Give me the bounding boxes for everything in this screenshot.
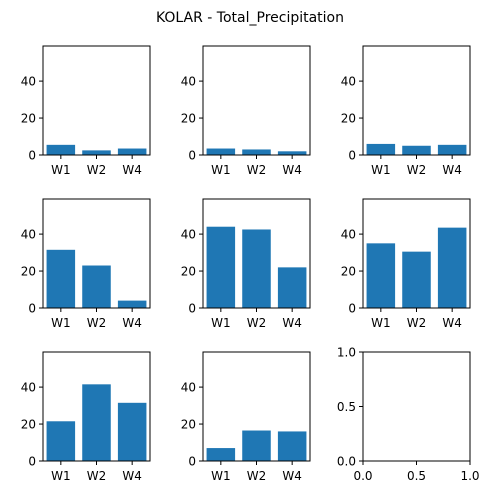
- y-tick-label: 0.0: [337, 455, 356, 469]
- y-tick-label: 0: [188, 455, 196, 469]
- subplot-4: W1 W2 W4 0 20 40: [21, 198, 151, 330]
- x-tick-label: W1: [211, 163, 231, 177]
- bar-w2: [402, 251, 431, 308]
- x-tick-label: W4: [442, 163, 462, 177]
- bar-w4: [277, 151, 307, 155]
- subplot-5: W1 W2 W4 0 20 40: [181, 198, 311, 330]
- x-tick-label: W2: [87, 163, 107, 177]
- y-tick-label: 20: [341, 265, 356, 279]
- y-tick-label: 20: [21, 112, 36, 126]
- y-tick-label: 40: [21, 381, 36, 395]
- subplot-6: W1 W2 W4 0 20 40: [341, 198, 471, 330]
- axes-frame: [362, 198, 471, 309]
- y-tick-label: 0: [348, 302, 356, 316]
- y-tick-label: 20: [21, 418, 36, 432]
- x-tick-label: W2: [87, 469, 107, 483]
- y-tick-label: 20: [341, 112, 356, 126]
- x-tick-label: W1: [371, 316, 391, 330]
- x-tick-label: W2: [247, 316, 267, 330]
- y-tick-label: 40: [21, 75, 36, 89]
- x-tick-label: 0.5: [407, 469, 426, 483]
- y-tick-label: 40: [181, 381, 196, 395]
- subplot-2: W1 W2 W4 0 20 40: [181, 45, 311, 177]
- bar-w1: [46, 144, 76, 155]
- y-tick-label: 20: [181, 112, 196, 126]
- y-tick-label: 1.0: [337, 346, 356, 360]
- y-tick-label: 0.5: [337, 400, 356, 414]
- x-tick-label: W1: [211, 469, 231, 483]
- bar-w2: [242, 229, 271, 308]
- y-tick-label: 40: [341, 228, 356, 242]
- y-tick-label: 0: [348, 149, 356, 163]
- bar-w2: [82, 384, 111, 461]
- axes-frame: [42, 45, 151, 156]
- subplot-1: W1 W2 W4 0 20 40: [21, 45, 151, 177]
- bar-w4: [437, 227, 467, 308]
- bar-w1: [206, 226, 236, 308]
- axes-frame: [202, 351, 311, 462]
- x-tick-label: W1: [51, 469, 71, 483]
- y-tick-label: 0: [28, 302, 36, 316]
- axes-frame: [42, 198, 151, 309]
- bar-w2: [82, 150, 111, 155]
- axes-frame: [42, 351, 151, 462]
- bar-w4: [117, 148, 147, 155]
- bar-w1: [206, 448, 236, 461]
- y-tick-label: 0: [188, 149, 196, 163]
- x-tick-label: W4: [282, 469, 302, 483]
- x-tick-label: 1.0: [460, 469, 479, 483]
- x-tick-label: 0.0: [353, 469, 372, 483]
- y-tick-label: 0: [28, 149, 36, 163]
- x-tick-label: W4: [282, 316, 302, 330]
- x-tick-label: W4: [122, 163, 142, 177]
- x-tick-label: W2: [247, 469, 267, 483]
- subplot-9: 0.0 0.5 1.0 0.0 0.5 1.0: [337, 346, 480, 484]
- bar-w2: [402, 145, 431, 155]
- bar-w1: [46, 421, 76, 461]
- x-tick-label: W4: [122, 469, 142, 483]
- x-tick-label: W1: [51, 163, 71, 177]
- axes-frame: [202, 198, 311, 309]
- bar-w4: [277, 267, 307, 308]
- figure-title: KOLAR - Total_Precipitation: [156, 10, 344, 26]
- bar-w4: [437, 144, 467, 155]
- y-tick-label: 40: [341, 75, 356, 89]
- y-tick-label: 20: [181, 418, 196, 432]
- x-tick-label: W1: [51, 316, 71, 330]
- bar-w2: [82, 265, 111, 308]
- y-tick-label: 20: [181, 265, 196, 279]
- subplot-7: W1 W2 W4 0 20 40: [21, 351, 151, 483]
- bar-w4: [117, 402, 147, 461]
- y-tick-label: 40: [181, 228, 196, 242]
- x-tick-label: W2: [87, 316, 107, 330]
- axes-frame: [362, 45, 471, 156]
- axes-frame: [362, 351, 471, 462]
- y-tick-label: 0: [188, 302, 196, 316]
- bar-w1: [46, 249, 76, 308]
- y-tick-label: 40: [21, 228, 36, 242]
- y-tick-label: 0: [28, 455, 36, 469]
- x-tick-label: W4: [282, 163, 302, 177]
- x-tick-label: W1: [371, 163, 391, 177]
- bar-w2: [242, 430, 271, 461]
- bar-w4: [117, 300, 147, 308]
- x-tick-label: W4: [442, 316, 462, 330]
- x-tick-label: W2: [407, 163, 427, 177]
- axes-frame: [202, 45, 311, 156]
- x-tick-label: W2: [247, 163, 267, 177]
- subplot-3: W1 W2 W4 0 20 40: [341, 45, 471, 177]
- x-tick-label: W4: [122, 316, 142, 330]
- bar-w1: [366, 243, 396, 308]
- y-tick-label: 20: [21, 265, 36, 279]
- bar-w2: [242, 149, 271, 155]
- bar-w1: [366, 143, 396, 155]
- bar-w4: [277, 431, 307, 461]
- x-tick-label: W2: [407, 316, 427, 330]
- y-tick-label: 40: [181, 75, 196, 89]
- subplot-8: W1 W2 W4 0 20 40: [181, 351, 311, 483]
- x-tick-label: W1: [211, 316, 231, 330]
- bar-w1: [206, 148, 236, 155]
